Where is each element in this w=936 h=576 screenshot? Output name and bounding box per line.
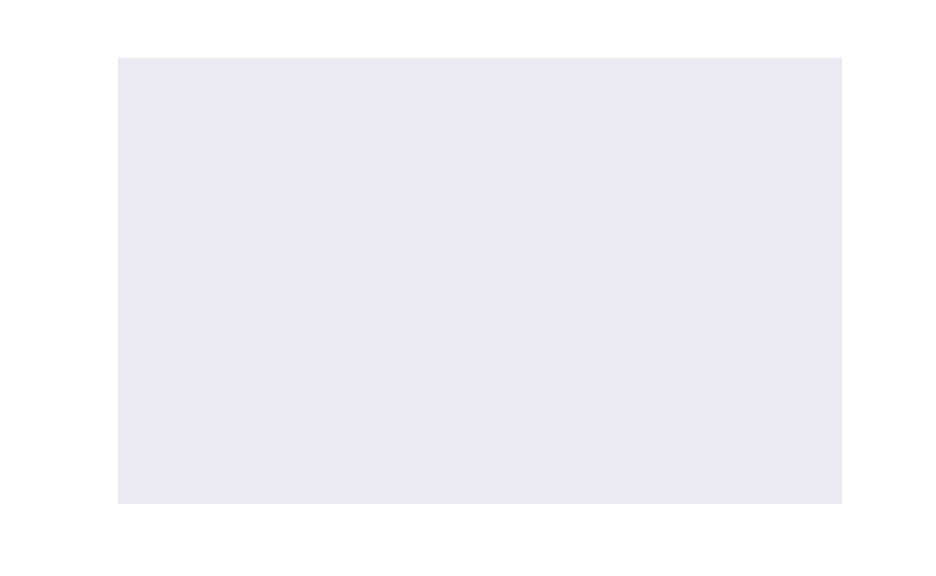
plot-area <box>118 58 842 504</box>
